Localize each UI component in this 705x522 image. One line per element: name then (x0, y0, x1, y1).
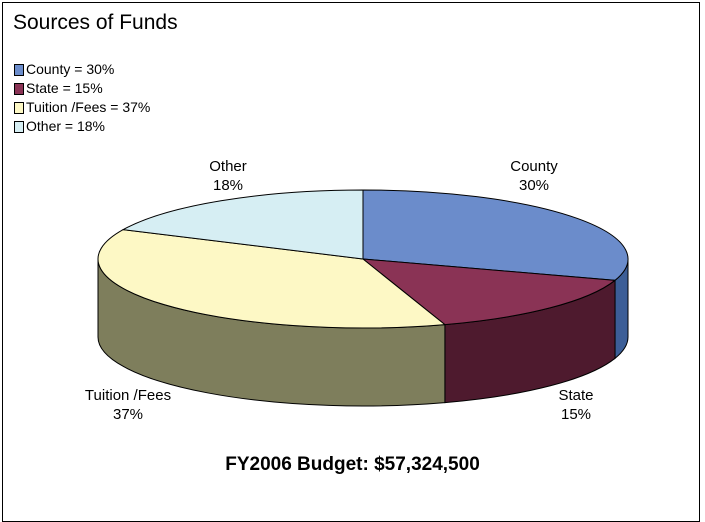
slice-label-name-county: County (510, 158, 558, 175)
slice-label-state: State 15% (558, 387, 593, 423)
slice-label-county: County 30% (510, 158, 558, 194)
slice-label-pct-state: 15% (561, 406, 591, 423)
slice-label-pct-tuition: 37% (113, 406, 143, 423)
slice-label-name-other: Other (209, 158, 247, 175)
slice-label-pct-county: 30% (519, 177, 549, 194)
budget-total: FY2006 Budget: $57,324,500 (0, 454, 705, 476)
slice-label-name-state: State (558, 387, 593, 404)
slice-label-other: Other 18% (209, 158, 247, 194)
slice-label-pct-other: 18% (213, 177, 243, 194)
slice-label-name-tuition: Tuition /Fees (85, 387, 171, 404)
slice-label-tuition: Tuition /Fees 37% (85, 387, 171, 423)
